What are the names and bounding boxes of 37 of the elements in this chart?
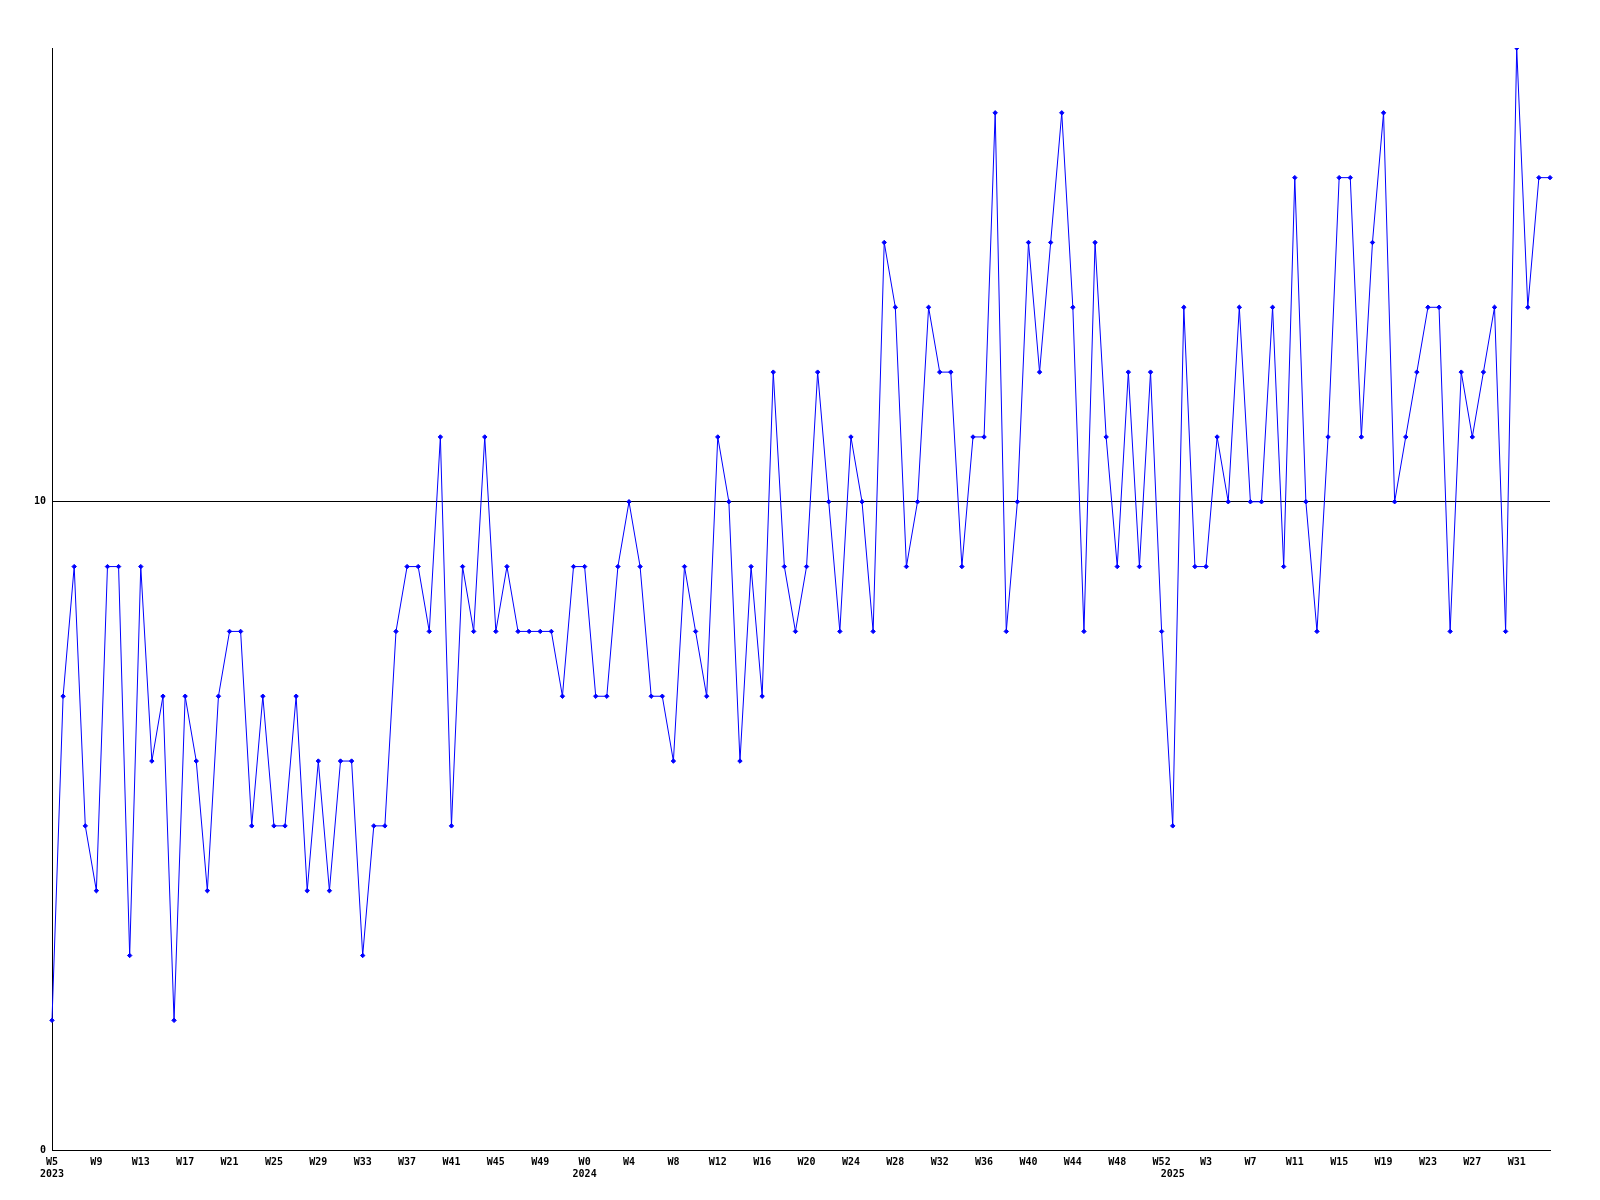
- x-tick-label: W5 2023: [39, 1155, 65, 1179]
- x-tick-label: W25: [264, 1155, 283, 1167]
- x-tick-label: W49: [531, 1155, 550, 1167]
- x-tick-label: W15: [1330, 1155, 1349, 1167]
- x-tick-label: W32: [930, 1155, 949, 1167]
- x-tick-label: W16: [753, 1155, 772, 1167]
- x-tick-label: W21: [220, 1155, 239, 1167]
- x-tick-label: W27: [1463, 1155, 1482, 1167]
- x-tick-label: W44: [1063, 1155, 1082, 1167]
- x-tick-label: 2025: [1160, 1167, 1185, 1179]
- x-tick-label: W29: [309, 1155, 328, 1167]
- x-tick-label: W28: [886, 1155, 905, 1167]
- x-tick-label: W52: [1152, 1155, 1171, 1167]
- x-tick-label: W7: [1244, 1155, 1257, 1167]
- x-tick-label: W0 2024: [572, 1155, 597, 1179]
- x-tick-label: W19: [1374, 1155, 1393, 1167]
- x-tick-label: W24: [841, 1155, 860, 1167]
- x-tick-label: W48: [1108, 1155, 1127, 1167]
- x-tick-label: W37: [398, 1155, 417, 1167]
- x-tick-label: W31: [1507, 1155, 1526, 1167]
- x-tick-label: W17: [176, 1155, 195, 1167]
- x-tick-label: W8: [667, 1155, 680, 1167]
- x-tick-label: W13: [131, 1155, 150, 1167]
- x-tick-label: W36: [975, 1155, 994, 1167]
- x-tick-label: W9: [90, 1155, 103, 1167]
- y-tick-label: 10: [33, 495, 46, 507]
- x-tick-label: W40: [1019, 1155, 1038, 1167]
- x-tick-label: W4: [622, 1155, 636, 1167]
- x-tick-label: W23: [1418, 1155, 1437, 1167]
- x-tick-label: W33: [353, 1155, 372, 1167]
- y-tick-label: 0: [39, 1143, 46, 1155]
- x-tick-label: W12: [708, 1155, 727, 1167]
- x-tick-label: W41: [442, 1155, 461, 1167]
- x-tick-label: W11: [1285, 1155, 1304, 1167]
- x-tick-label: W45: [486, 1155, 505, 1167]
- x-tick-label: W3: [1199, 1155, 1213, 1167]
- x-tick-label: W20: [797, 1155, 816, 1167]
